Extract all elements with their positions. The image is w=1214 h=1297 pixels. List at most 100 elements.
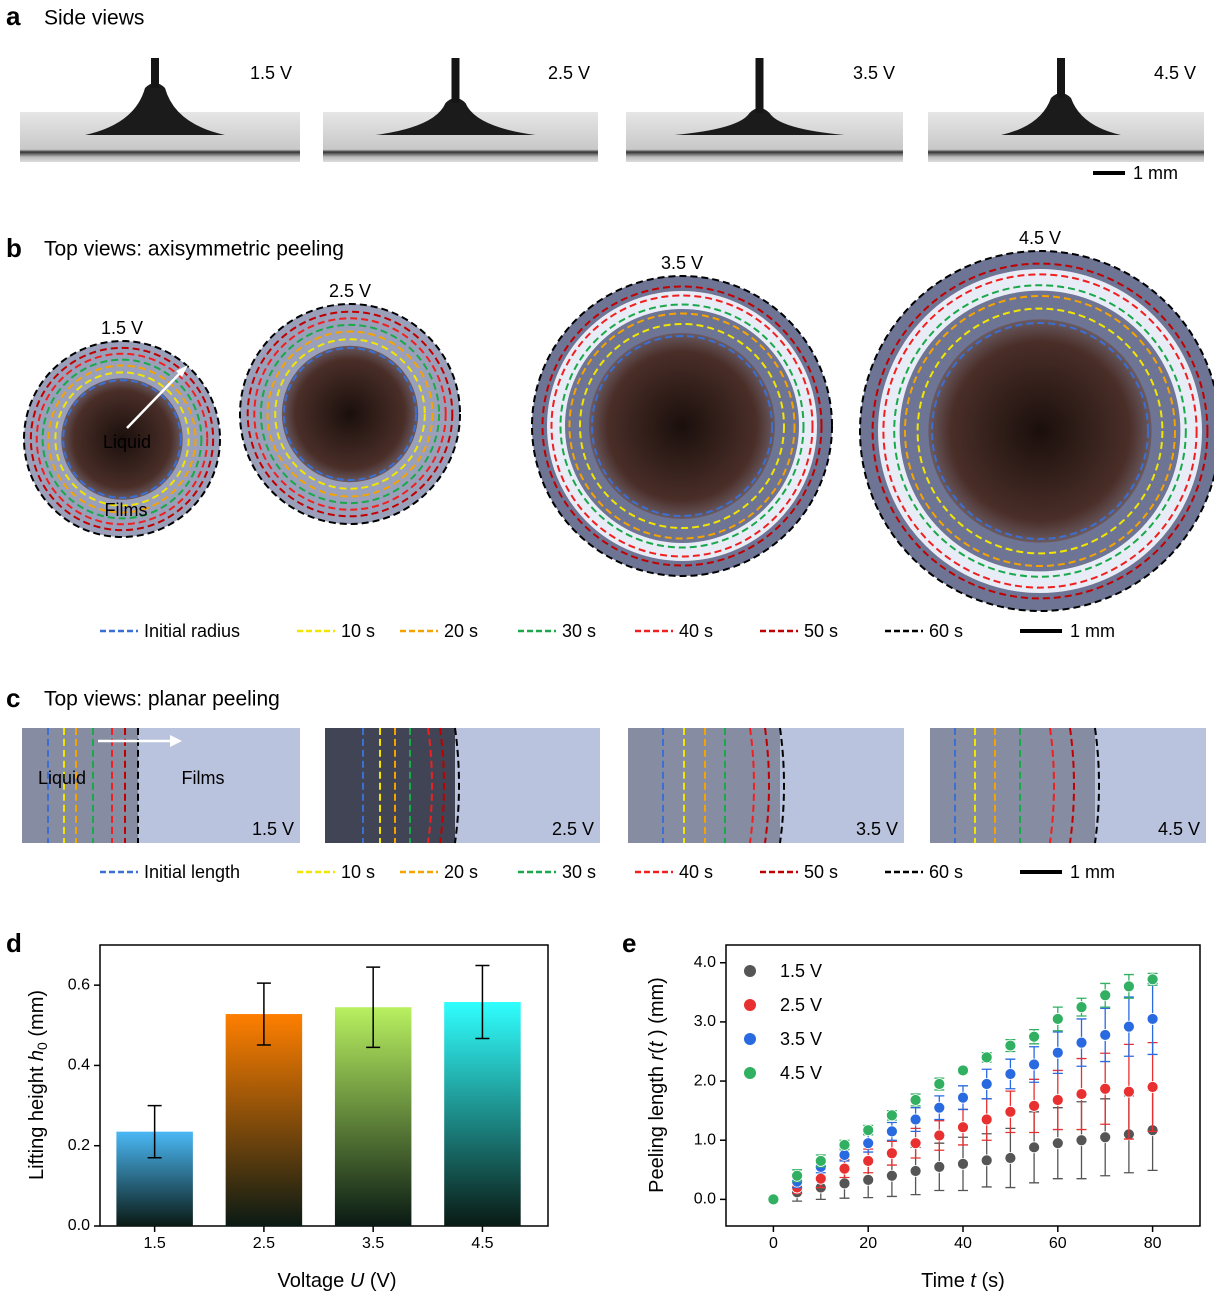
legend-marker <box>744 999 756 1011</box>
data-point <box>957 1091 969 1104</box>
data-point <box>1075 1134 1088 1147</box>
annotation: Liquid <box>38 768 86 788</box>
panel-letter: b <box>6 233 22 263</box>
y-tick-label: 3.0 <box>694 1013 716 1030</box>
data-point <box>886 1169 898 1182</box>
peel-front <box>916 307 1164 555</box>
liquid <box>61 378 183 500</box>
legend-label: 60 s <box>929 621 963 641</box>
data-point <box>933 1078 946 1090</box>
data-point <box>838 1139 851 1151</box>
voltage-label: 3.5 V <box>661 253 703 273</box>
legend-label: 50 s <box>804 862 838 882</box>
data-point <box>1075 1088 1088 1100</box>
data-point <box>1099 1082 1112 1095</box>
plot-frame <box>99 944 549 1227</box>
legend-label: 20 s <box>444 621 478 641</box>
liquid <box>928 319 1152 543</box>
y-tick-label: 4.0 <box>694 954 716 971</box>
peel-front <box>259 323 441 505</box>
needle <box>451 58 460 103</box>
droplet <box>375 98 536 135</box>
data-point <box>1123 1085 1135 1098</box>
droplet <box>85 83 225 135</box>
needle <box>151 58 159 88</box>
peel-front <box>239 303 461 525</box>
data-point <box>1099 1029 1112 1041</box>
y-axis-label: Peeling length r(t ) (mm) <box>646 977 668 1193</box>
data-point <box>957 1121 969 1134</box>
data-point <box>838 1162 851 1175</box>
legend-label: Initial radius <box>144 621 240 641</box>
data-point <box>1004 1068 1017 1080</box>
peel-front <box>274 338 426 490</box>
data-point <box>1146 1013 1159 1025</box>
legend-label: 10 s <box>341 862 375 882</box>
peel-front <box>579 323 785 529</box>
error-bar <box>366 966 381 1049</box>
data-point <box>909 1137 922 1150</box>
peel-front <box>1069 727 1075 844</box>
x-tick-label: 80 <box>1144 1235 1162 1252</box>
peel-front <box>550 294 814 558</box>
x-tick-label: 20 <box>859 1235 877 1252</box>
legend-label: 20 s <box>444 862 478 882</box>
error-bar <box>256 982 271 1046</box>
panel-title: Top views: axisymmetric peeling <box>44 238 344 261</box>
data-point <box>886 1125 898 1138</box>
x-tick-label: 4.5 <box>471 1235 493 1252</box>
y-tick-label: 2.0 <box>694 1072 716 1089</box>
data-point <box>909 1165 922 1177</box>
scale-label: 1 mm <box>1133 163 1178 183</box>
panel-title: Top views: planar peeling <box>44 688 280 711</box>
arrow <box>126 369 184 429</box>
data-point <box>909 1094 922 1106</box>
peel-front <box>54 371 190 507</box>
error-bar <box>475 964 490 1040</box>
y-axis-label: Lifting height h0 (mm) <box>26 990 49 1180</box>
needle <box>1057 58 1065 98</box>
peel-front <box>559 303 805 549</box>
data-point <box>838 1149 851 1161</box>
voltage-label: 3.5 V <box>856 819 898 839</box>
data-point <box>933 1160 946 1173</box>
data-point <box>767 1193 780 1206</box>
data-point <box>886 1147 898 1160</box>
data-point <box>980 1078 993 1090</box>
voltage-label: 3.5 V <box>853 63 895 83</box>
legend-label: 4.5 V <box>780 1063 822 1083</box>
voltage-label: 1.5 V <box>250 63 292 83</box>
liquid <box>22 728 138 843</box>
liquid <box>281 345 419 483</box>
annotation: Films <box>182 768 225 788</box>
x-tick-label: 3.5 <box>362 1235 384 1252</box>
data-point <box>933 1129 946 1142</box>
data-point <box>1051 1046 1064 1059</box>
bar <box>444 1002 521 1226</box>
legend-label: 3.5 V <box>780 1029 822 1049</box>
data-point <box>838 1177 851 1190</box>
peel-front <box>931 322 1149 540</box>
data-point <box>980 1113 993 1126</box>
data-point <box>1051 1094 1064 1106</box>
panel-letter: c <box>6 683 20 713</box>
data-point <box>862 1137 875 1150</box>
data-point <box>980 1051 993 1064</box>
x-axis-label: Time t (s) <box>921 1270 1005 1292</box>
data-point <box>1146 1081 1159 1093</box>
data-point <box>1099 989 1112 1002</box>
data-point <box>957 1064 969 1077</box>
peel-front <box>568 312 796 540</box>
droplet <box>1001 93 1121 135</box>
liquid <box>930 728 1095 843</box>
peel-front <box>779 727 785 844</box>
legend-label: 60 s <box>929 862 963 882</box>
data-point <box>1004 1105 1017 1118</box>
peel-front <box>266 330 434 498</box>
peel-front <box>882 273 1198 589</box>
x-axis-label: Voltage U (V) <box>278 1270 397 1292</box>
data-point <box>1028 1030 1040 1043</box>
peel-front <box>439 727 445 844</box>
peel-front <box>764 727 770 844</box>
